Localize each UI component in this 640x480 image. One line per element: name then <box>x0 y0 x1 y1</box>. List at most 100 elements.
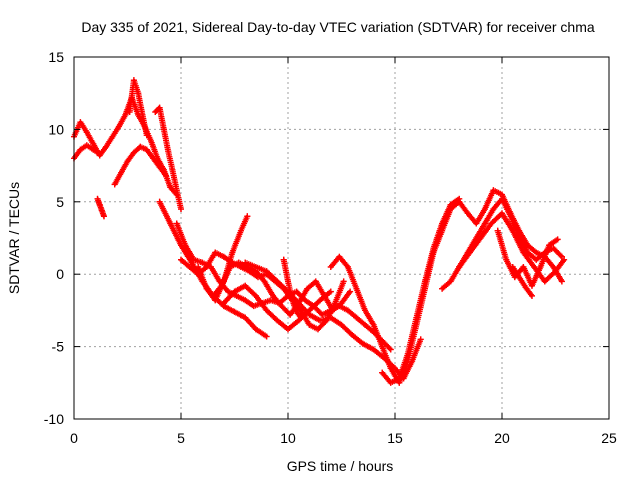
x-tick-label: 0 <box>70 430 78 446</box>
series-sat-d <box>111 143 170 188</box>
data-point <box>124 158 131 165</box>
data-point <box>447 278 454 285</box>
data-point <box>370 346 377 353</box>
data-point <box>550 245 557 252</box>
x-tick-label: 5 <box>177 430 185 446</box>
data-point <box>430 249 437 256</box>
data-point <box>143 146 150 153</box>
series-sat-m <box>242 259 424 382</box>
data-point <box>111 181 118 188</box>
data-point <box>220 253 227 260</box>
data-point <box>135 90 142 97</box>
series-sat-c <box>94 195 107 220</box>
data-point <box>152 109 159 116</box>
data-point <box>464 210 471 217</box>
data-point <box>77 146 84 153</box>
data-point <box>340 278 347 285</box>
data-point <box>261 278 268 285</box>
data-point <box>182 242 189 249</box>
data-point <box>137 143 144 150</box>
data-point <box>212 297 219 304</box>
data-point <box>96 201 103 208</box>
data-point <box>83 129 90 136</box>
series-sat-e <box>126 77 150 139</box>
data-point <box>203 285 210 292</box>
data-point <box>210 292 217 299</box>
data-point <box>285 278 291 285</box>
data-point <box>550 263 557 270</box>
data-point <box>353 285 360 292</box>
data-point <box>231 288 238 295</box>
data-point <box>178 206 184 213</box>
data-point <box>317 297 324 304</box>
data-point <box>274 317 281 324</box>
data-point <box>218 282 225 289</box>
data-point <box>528 282 535 289</box>
data-point <box>533 249 540 256</box>
data-point <box>293 288 300 295</box>
data-point <box>274 278 281 285</box>
data-point <box>332 300 339 307</box>
y-tick-label: 15 <box>48 49 64 65</box>
data-point <box>396 375 403 382</box>
data-point <box>115 123 122 130</box>
data-point <box>293 308 300 315</box>
data-point <box>165 148 172 155</box>
data-point <box>520 263 527 270</box>
y-tick-label: 5 <box>56 194 64 210</box>
data-point <box>90 146 97 153</box>
data-point <box>417 336 424 343</box>
data-point <box>233 292 240 299</box>
data-point <box>456 263 463 270</box>
data-point <box>319 311 326 318</box>
data-point <box>490 187 497 194</box>
data-point <box>349 332 356 339</box>
data-point <box>103 143 110 150</box>
data-point <box>558 278 565 285</box>
data-point <box>520 249 527 256</box>
data-point <box>353 314 360 321</box>
x-tick-label: 15 <box>387 430 403 446</box>
data-point <box>156 104 163 111</box>
x-tick-label: 10 <box>280 430 296 446</box>
data-point <box>344 307 351 314</box>
data-point <box>370 321 377 328</box>
data-point <box>143 132 150 139</box>
series-sat-b <box>71 142 103 162</box>
data-point <box>554 236 561 243</box>
data-point <box>130 149 137 156</box>
data-point <box>387 365 394 372</box>
data-point <box>552 268 559 275</box>
data-point <box>220 300 227 307</box>
data-point <box>252 326 259 333</box>
data-point <box>190 256 197 263</box>
data-point <box>481 206 488 213</box>
data-point <box>163 172 170 179</box>
plot-frame <box>73 56 610 420</box>
data-point <box>167 220 174 227</box>
data-point <box>195 263 202 270</box>
data-point <box>546 242 553 249</box>
data-point <box>439 285 446 292</box>
x-axis-title: GPS time / hours <box>287 458 394 474</box>
data-point <box>242 314 249 321</box>
data-point <box>528 292 535 299</box>
data-point <box>507 213 514 220</box>
data-point <box>516 274 523 281</box>
data-point <box>83 142 90 149</box>
series-markers <box>327 249 437 386</box>
data-point <box>225 288 232 295</box>
data-layer <box>71 77 568 386</box>
data-point <box>263 268 270 275</box>
data-point <box>413 314 420 321</box>
data-point <box>317 317 324 324</box>
data-point <box>379 343 386 350</box>
data-point <box>242 259 249 266</box>
data-point <box>90 140 97 147</box>
data-point <box>561 256 568 263</box>
data-point <box>541 278 548 285</box>
data-point <box>466 249 473 256</box>
data-point <box>280 256 287 263</box>
data-point <box>150 155 157 162</box>
